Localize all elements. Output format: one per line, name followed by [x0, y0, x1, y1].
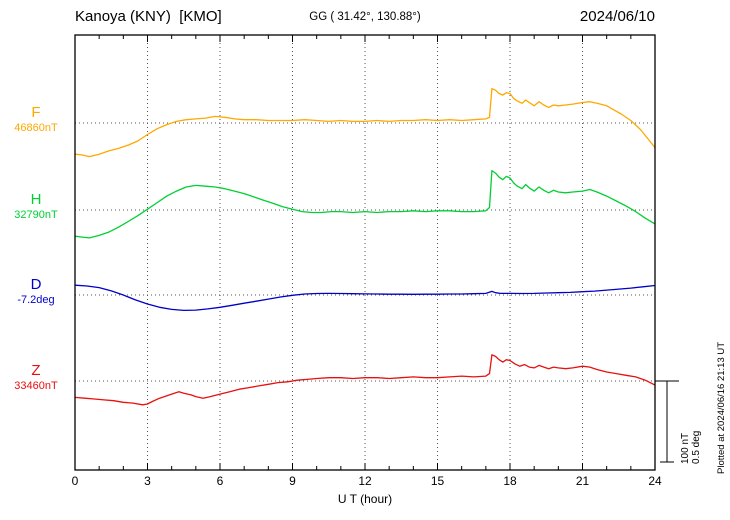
series-baseline-value-h: 32790nT: [14, 209, 58, 221]
x-tick-label: 18: [503, 474, 517, 488]
trace-f: [74, 87, 656, 158]
x-tick-label: 21: [575, 474, 590, 488]
series-letter-d: D: [30, 276, 42, 293]
amplitude-scale-note: 100 nT 0.5 deg: [680, 386, 702, 464]
series-letter-h: H: [30, 191, 42, 208]
x-tick-label: 6: [216, 474, 224, 488]
series-label-d: D -7.2deg: [0, 277, 72, 306]
series-baseline-value-z: 33460nT: [14, 380, 58, 392]
x-axis-label: U T (hour): [337, 492, 393, 506]
geo-coordinates: GG ( 31.42°, 130.88°): [309, 11, 421, 23]
series-label-h: H 32790nT: [0, 192, 72, 221]
trace-h: [74, 169, 656, 239]
series-label-z: Z 33460nT: [0, 363, 72, 392]
scale-note-deg: 0.5 deg: [691, 430, 702, 464]
scale-note-nt: 100 nT: [680, 432, 691, 464]
trace-d: [74, 284, 656, 312]
observation-date: 2024/06/10: [579, 8, 655, 25]
series-letter-z: Z: [31, 362, 41, 379]
series-baseline-value-d: -7.2deg: [17, 294, 55, 306]
series-label-f: F 46860nT: [0, 105, 72, 134]
x-tick-label: 3: [144, 474, 151, 488]
x-tick-label: 15: [430, 474, 445, 488]
trace-z: [74, 354, 656, 406]
series-baseline-value-f: 46860nT: [14, 122, 58, 134]
x-tick-label: 9: [289, 474, 296, 488]
series-letter-f: F: [31, 104, 41, 121]
x-tick-label: 0: [71, 474, 79, 488]
x-tick-label: 24: [648, 474, 662, 488]
plotted-at-note: Plotted at 2024/06/16 21:13 UT: [716, 341, 727, 474]
station-title: Kanoya (KNY) [KMO]: [75, 8, 222, 25]
x-tick-label: 12: [358, 474, 372, 488]
